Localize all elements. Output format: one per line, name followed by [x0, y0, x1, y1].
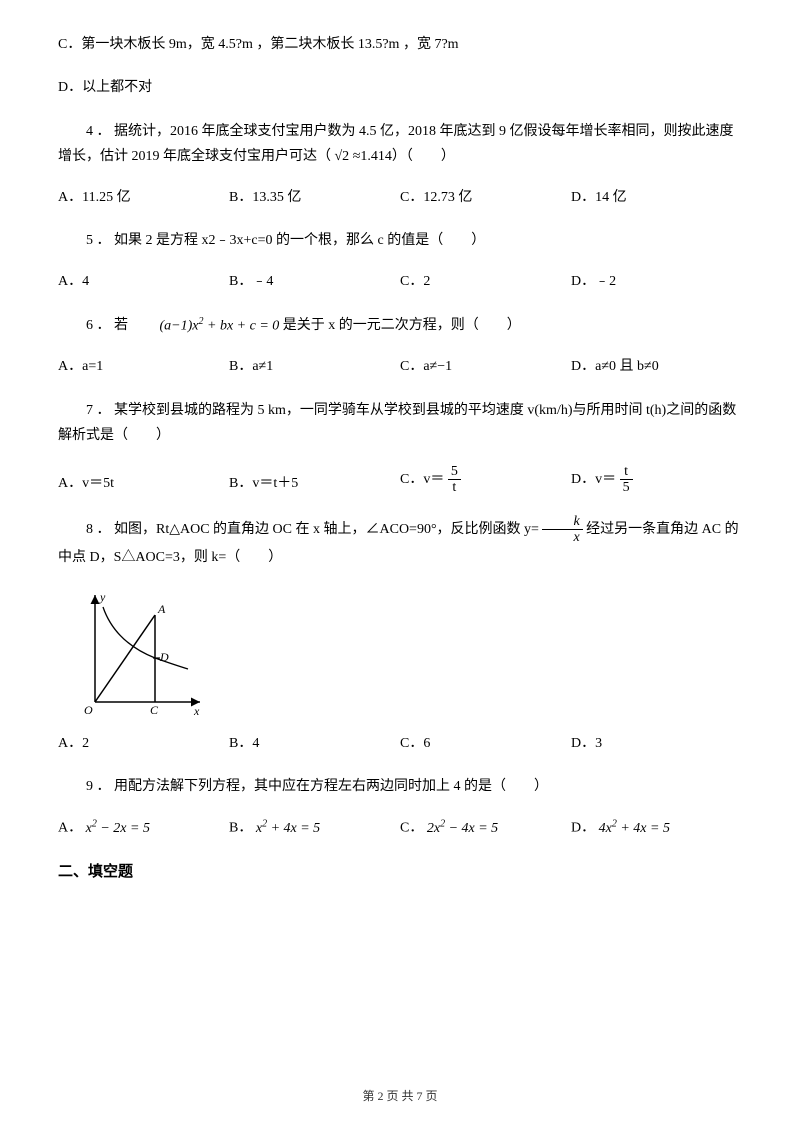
q5-options: A．4 B．﹣4 C．2 D．﹣2 — [58, 269, 742, 294]
q7-opt-a: A．v＝5t — [58, 471, 229, 496]
q4-stem-post: ≈1.414）（ ） — [353, 149, 455, 164]
q7c-frac: 5 t — [448, 464, 461, 496]
q9d-pre: D． — [571, 821, 595, 836]
q6-formula: (a−1)x2 + bx + c = 0 — [132, 313, 280, 339]
q6-options: A．a=1 B．a≠1 C．a≠−1 D．a≠0 且 b≠0 — [58, 354, 742, 379]
q4-opt-a: A．11.25 亿 — [58, 185, 229, 210]
q3-option-d: D．以上都不对 — [58, 75, 742, 100]
q9-opt-b: B． x2 + 4x = 5 — [229, 815, 400, 841]
q9a-formula: x2 − 2x = 5 — [86, 821, 150, 836]
q9c-formula: 2x2 − 4x = 5 — [427, 821, 498, 836]
q7-options: A．v＝5t B．v＝t＋5 C．v＝ 5 t D．v＝ t 5 — [58, 464, 742, 496]
q3c-mid: ，第二块木板长 — [256, 37, 354, 52]
q8-frac-num: k — [542, 514, 582, 530]
q8-opt-b: B．4 — [229, 731, 400, 756]
q9-stem: 9 ． 用配方法解下列方程，其中应在方程左右两边同时加上 4 的是（ ） — [58, 774, 742, 799]
q8-options: A．2 B．4 C．6 D．3 — [58, 731, 742, 756]
q6-opt-b: B．a≠1 — [229, 354, 400, 379]
q4-stem: 4 ． 据统计，2016 年底全球支付宝用户数为 4.5 亿，2018 年底达到… — [58, 119, 742, 169]
q3c-formula1: 4.5?m — [218, 32, 253, 57]
q6-opt-c: C．a≠−1 — [400, 354, 571, 379]
q4-sqrt: √2 — [335, 149, 350, 164]
page-footer: 第 2 页 共 7 页 — [0, 1086, 800, 1108]
q8-label-A: A — [157, 602, 166, 616]
q8-label-y: y — [99, 590, 106, 604]
q4-opt-b: B．13.35 亿 — [229, 185, 400, 210]
q7d-num: t — [620, 464, 633, 480]
q7c-den: t — [448, 480, 461, 495]
q8-stem: 8 ． 如图，Rt△AOC 的直角边 OC 在 x 轴上，∠ACO=90°，反比… — [58, 514, 742, 571]
q9b-formula: x2 + 4x = 5 — [256, 821, 320, 836]
q5-opt-c: C．2 — [400, 269, 571, 294]
q6-opt-a: A．a=1 — [58, 354, 229, 379]
q8-label-C: C — [150, 703, 159, 717]
q7-opt-c: C．v＝ 5 t — [400, 464, 571, 496]
q6-opt-d: D．a≠0 且 b≠0 — [571, 354, 742, 379]
q9-opt-a: A． x2 − 2x = 5 — [58, 815, 229, 841]
q4-opt-c: C．12.73 亿 — [400, 185, 571, 210]
q3c-mid2: ，宽 — [403, 37, 431, 52]
q7-stem: 7 ． 某学校到县城的路程为 5 km，一同学骑车从学校到县城的平均速度 v(k… — [58, 398, 742, 448]
q9-opt-d: D． 4x2 + 4x = 5 — [571, 815, 742, 841]
q9-opt-c: C． 2x2 − 4x = 5 — [400, 815, 571, 841]
q8-graph: y x A D O C — [70, 587, 210, 717]
q8-label-O: O — [84, 703, 93, 717]
q8-frac: k x — [542, 514, 582, 546]
q4-options: A．11.25 亿 B．13.35 亿 C．12.73 亿 D．14 亿 — [58, 185, 742, 210]
q9d-formula: 4x2 + 4x = 5 — [599, 821, 670, 836]
q8-opt-a: A．2 — [58, 731, 229, 756]
q9b-pre: B． — [229, 821, 252, 836]
q7-opt-b: B．v＝t＋5 — [229, 471, 400, 496]
q9a-pre: A． — [58, 821, 82, 836]
q7d-frac: t 5 — [620, 464, 633, 496]
q6-stem-pre: 6 ． 若 — [86, 318, 128, 333]
q9-options: A． x2 − 2x = 5 B． x2 + 4x = 5 C． 2x2 − 4… — [58, 815, 742, 841]
q8-opt-d: D．3 — [571, 731, 742, 756]
q6-stem: 6 ． 若 (a−1)x2 + bx + c = 0 是关于 x 的一元二次方程… — [58, 313, 742, 339]
q7d-pre: D．v＝ — [571, 472, 616, 487]
q8-frac-den: x — [542, 530, 582, 545]
q8-label-x: x — [193, 704, 200, 717]
q7c-num: 5 — [448, 464, 461, 480]
q5-opt-a: A．4 — [58, 269, 229, 294]
section-2-title: 二、填空题 — [58, 859, 742, 886]
q6-stem-post: 是关于 x 的一元二次方程，则（ ） — [283, 318, 521, 333]
q8-stem-pre: 8 ． 如图，Rt△AOC 的直角边 OC 在 x 轴上，∠ACO=90°，反比… — [86, 522, 539, 537]
q3c-formula2: 13.5?m — [358, 32, 400, 57]
q3c-pre: C．第一块木板长 9m，宽 — [58, 37, 215, 52]
q9c-pre: C． — [400, 821, 423, 836]
q7c-pre: C．v＝ — [400, 472, 444, 487]
q7-opt-d: D．v＝ t 5 — [571, 464, 742, 496]
q5-opt-b: B．﹣4 — [229, 269, 400, 294]
q5-opt-d: D．﹣2 — [571, 269, 742, 294]
q5-stem: 5 ． 如果 2 是方程 x2﹣3x+c=0 的一个根，那么 c 的值是（ ） — [58, 228, 742, 253]
q8-opt-c: C．6 — [400, 731, 571, 756]
q4-opt-d: D．14 亿 — [571, 185, 742, 210]
q3-option-c: C．第一块木板长 9m，宽 4.5?m ，第二块木板长 13.5?m ，宽 7?… — [58, 32, 742, 57]
q3c-formula3: 7?m — [434, 32, 458, 57]
q8-label-D: D — [159, 650, 169, 664]
q7d-den: 5 — [620, 480, 633, 495]
